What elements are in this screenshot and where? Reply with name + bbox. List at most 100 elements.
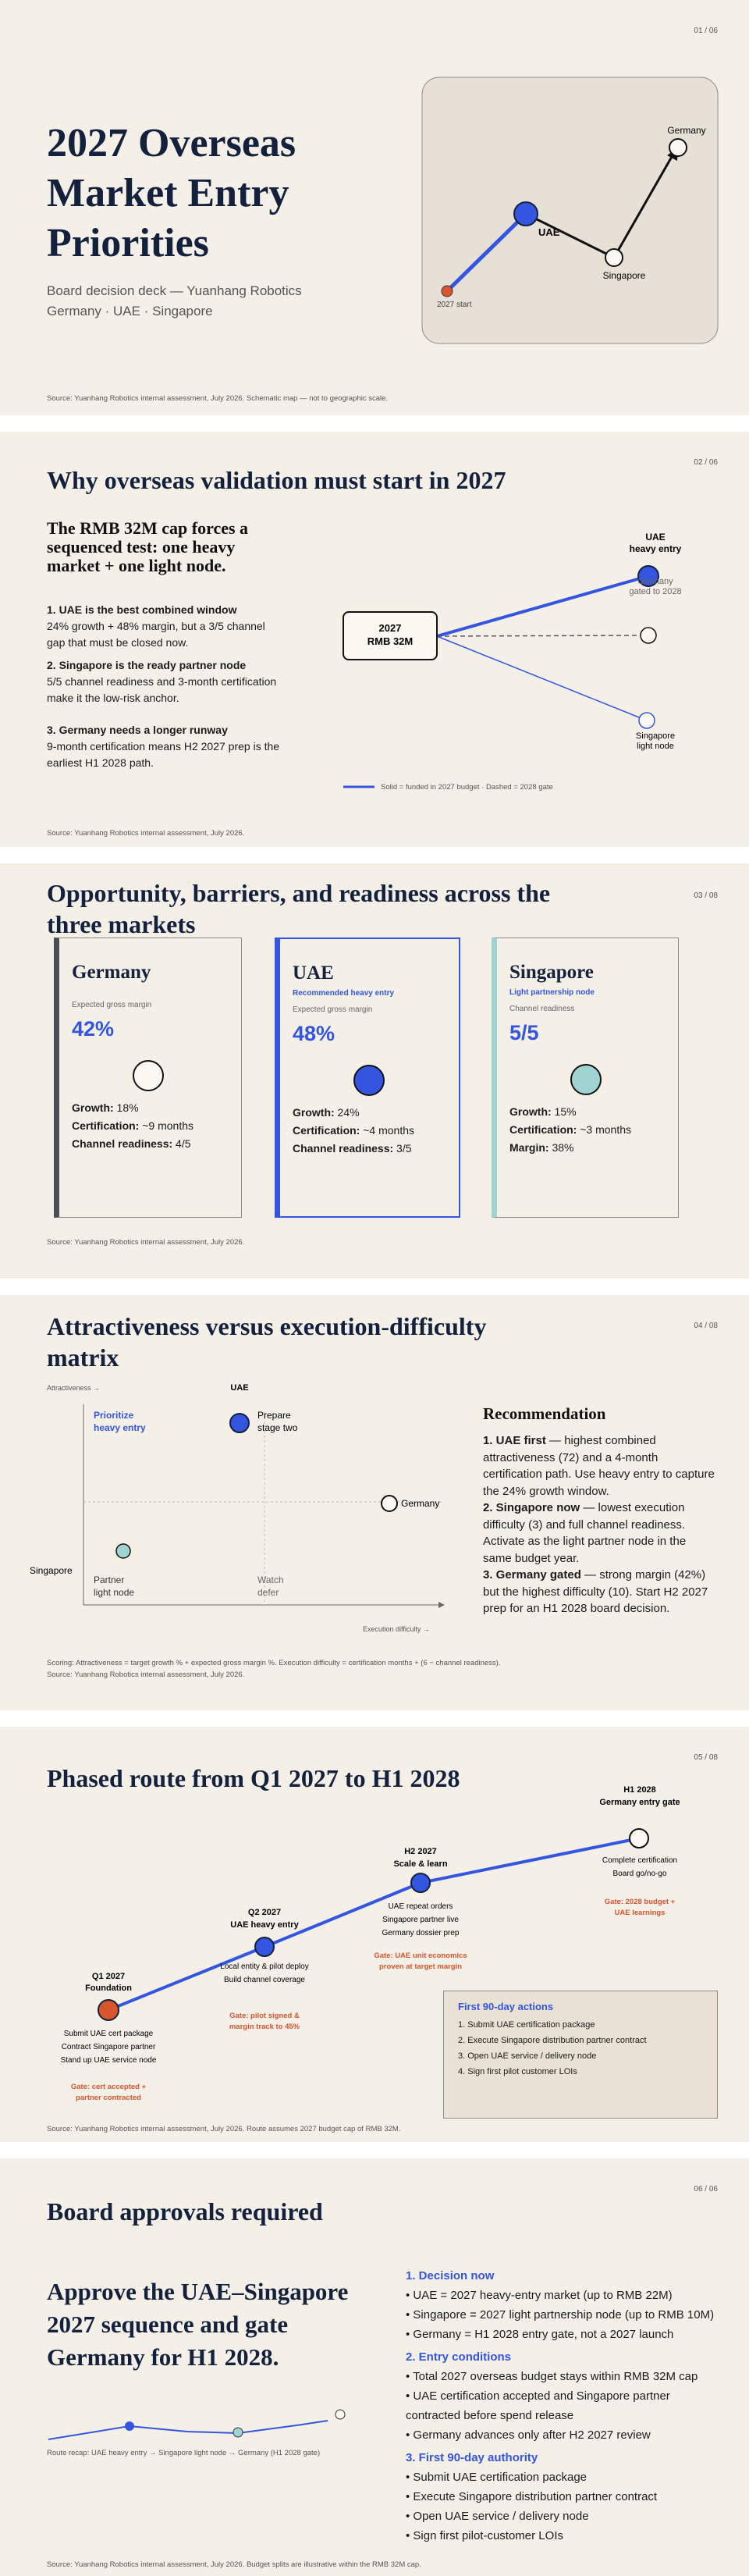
label: Channel readiness (509, 1005, 575, 1013)
items: UAE = 2027 heavy-entry market (up to RMB… (406, 2286, 726, 2305)
title: 1. Decision now (406, 2269, 495, 2282)
name: Germany (72, 962, 151, 983)
singapore: light node (637, 742, 674, 751)
polyline (108, 1837, 640, 2012)
text: — highest combined attractiveness (72) a… (483, 1434, 715, 1498)
mt: Growth: 15% Certification: ~3 months Margi… (509, 1103, 678, 1157)
circle (605, 248, 623, 267)
quadrants: Watch (257, 1574, 284, 1585)
dot (570, 1064, 602, 1095)
label: Certification: (293, 1124, 360, 1137)
text: 5/5 channel readiness and 3-month certif… (47, 675, 277, 704)
b: Submit UAE certification packageExecute … (406, 2467, 726, 2546)
source: Source: Yuanhang Robotics internal asses… (47, 1238, 245, 1247)
gate: Gate: 2028 budget + (605, 1898, 676, 1906)
value: 5/5 (509, 1021, 539, 1044)
mini-route: Route recap: UAE heavy entry → Singapore… (47, 2409, 346, 2457)
items: Complete certification (602, 1856, 677, 1865)
title: Recommendation (483, 1404, 606, 1423)
value: 18% (116, 1101, 139, 1114)
polygon (438, 1602, 445, 1608)
items: Local entity & pilot deploy (220, 1962, 308, 1971)
dot (353, 1065, 385, 1096)
lead: 1. UAE first (483, 1434, 546, 1447)
circle (381, 1495, 398, 1512)
tag: Recommended heavy entry (293, 989, 395, 998)
items: 1. Submit UAE certification package (458, 2020, 595, 2030)
page: 01 / 06 (694, 27, 718, 35)
title: Phased route from Q1 2027 to H1 2028 (47, 1764, 460, 1792)
uae: UAE (538, 226, 560, 238)
items: Submit UAE cert package (64, 2030, 154, 2038)
page: 02 / 06 (694, 458, 718, 467)
items: Sign first pilot-customer LOIs (406, 2526, 726, 2546)
div: 2. Singapore is the ready partner node 5/… (47, 657, 281, 706)
source: Source: Yuanhang Robotics internal asses… (47, 2125, 401, 2133)
lead: 1. UAE is the best combined window (47, 603, 237, 616)
label: Channel readiness: (293, 1142, 394, 1155)
polyline (48, 2420, 328, 2440)
card-uae: UAE Recommended heavy entry Expected gro… (275, 938, 460, 1218)
line (436, 635, 648, 721)
div: Channel readiness: 3/5 (293, 1140, 459, 1158)
name: Scale & learn (393, 1859, 447, 1869)
title: Board approvals required (47, 2197, 323, 2226)
period: H2 2027 (404, 1847, 437, 1856)
title: 3. First 90-day authority (406, 2451, 538, 2464)
singapore: Singapore (30, 1565, 73, 1576)
name: Foundation (85, 1984, 132, 1993)
page: 04 / 08 (694, 1322, 718, 1330)
circle (629, 1828, 649, 1848)
div: Growth: 18% (72, 1099, 241, 1117)
b: Total 2027 overseas budget stays within … (406, 2367, 726, 2445)
slide-6: 06 / 06 Board approvals required Approve… (0, 2158, 749, 2576)
line (612, 155, 674, 258)
div: Margin: 38% (509, 1139, 678, 1157)
value: ~4 months (363, 1124, 414, 1137)
items: Stand up UAE service node (61, 2056, 157, 2065)
text: 24% growth + 48% margin, but a 3/5 chann… (47, 620, 265, 649)
matrix: Attractiveness → UAE Prioritize heavy en… (30, 1383, 445, 1633)
approvals: 1. Decision now UAE = 2027 heavy-entry m… (406, 2266, 726, 2546)
items: Submit UAE certification package (406, 2467, 726, 2487)
div: Growth: 24% (293, 1104, 459, 1122)
label: Growth: (509, 1105, 552, 1118)
quadrants: defer (257, 1587, 279, 1598)
div: Certification: ~3 months (509, 1121, 678, 1139)
map: UAE Singapore Germany 2027 start (421, 76, 719, 344)
gate: proven at target margin (379, 1962, 462, 1971)
quadrants: heavy entry (94, 1422, 146, 1433)
circle (98, 1999, 119, 2021)
g: Q1 2027 Foundation Submit UAE cert packa… (61, 1785, 680, 2102)
gate: UAE learnings (615, 1909, 666, 1917)
page: 05 / 08 (694, 1753, 718, 1762)
mt: Growth: 18% Certification: ~9 months Chann… (72, 1099, 241, 1153)
dot (133, 1060, 164, 1091)
gate: Gate: cert accepted + (71, 2083, 147, 2091)
value: 38% (552, 1141, 574, 1154)
notes: Scoring: Attractiveness = target growth … (47, 1659, 501, 1667)
quadrants: light node (94, 1587, 134, 1598)
lead: 3. Germany needs a longer runway (47, 724, 228, 736)
page: 03 / 08 (694, 891, 718, 900)
recommendation: 1. UAE first — highest combined attracti… (483, 1432, 717, 1617)
slide-2: 02 / 06 Why overseas validation must sta… (0, 432, 749, 847)
title: First 90-day actions (458, 2001, 554, 2012)
value: 15% (554, 1105, 577, 1118)
germany: Germany (401, 1498, 439, 1509)
box: RMB 32M (367, 635, 414, 647)
germany: Germany (637, 577, 673, 586)
div: Certification: ~9 months (72, 1117, 241, 1135)
circle (335, 2409, 346, 2420)
start: 2027 start (437, 301, 472, 309)
recap: Route recap: UAE heavy entry → Singapore… (47, 2449, 320, 2457)
text: 9-month certification means H2 2027 prep… (47, 740, 280, 769)
name: Singapore (509, 962, 594, 983)
div: 1. UAE is the best combined window 24% gr… (47, 602, 281, 651)
source: Source: Yuanhang Robotics internal asses… (47, 829, 245, 838)
page: 06 / 06 (694, 2185, 718, 2194)
label: Growth: (72, 1101, 114, 1114)
circle (637, 565, 659, 587)
lead: 3. Germany gated (483, 1568, 581, 1582)
